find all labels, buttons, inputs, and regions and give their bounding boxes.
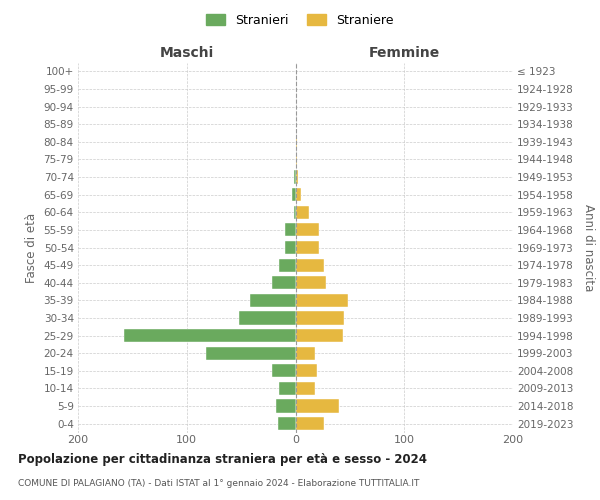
Bar: [295, 206, 296, 219]
Bar: [239, 312, 296, 324]
Bar: [250, 294, 296, 307]
Bar: [296, 417, 324, 430]
Bar: [296, 329, 343, 342]
Bar: [124, 329, 296, 342]
Bar: [284, 241, 296, 254]
Text: Femmine: Femmine: [368, 46, 440, 60]
Bar: [296, 224, 319, 236]
Bar: [296, 312, 344, 324]
Bar: [272, 364, 296, 378]
Text: Maschi: Maschi: [160, 46, 214, 60]
Bar: [279, 382, 296, 395]
Bar: [284, 224, 296, 236]
Bar: [296, 188, 301, 201]
Bar: [278, 417, 296, 430]
Bar: [296, 346, 315, 360]
Text: COMUNE DI PALAGIANO (TA) - Dati ISTAT al 1° gennaio 2024 - Elaborazione TUTTITAL: COMUNE DI PALAGIANO (TA) - Dati ISTAT al…: [18, 479, 419, 488]
Bar: [206, 346, 296, 360]
Bar: [296, 364, 317, 378]
Bar: [296, 276, 326, 289]
Bar: [296, 382, 315, 395]
Bar: [296, 294, 348, 307]
Y-axis label: Fasce di età: Fasce di età: [25, 212, 38, 282]
Bar: [296, 258, 324, 272]
Text: Popolazione per cittadinanza straniera per età e sesso - 2024: Popolazione per cittadinanza straniera p…: [18, 452, 427, 466]
Bar: [296, 400, 339, 412]
Bar: [296, 206, 308, 219]
Bar: [292, 188, 296, 201]
Bar: [272, 276, 296, 289]
Bar: [295, 170, 296, 183]
Bar: [279, 258, 296, 272]
Bar: [296, 170, 298, 183]
Bar: [296, 241, 319, 254]
Legend: Stranieri, Straniere: Stranieri, Straniere: [202, 8, 398, 32]
Y-axis label: Anni di nascita: Anni di nascita: [582, 204, 595, 291]
Bar: [276, 400, 296, 412]
